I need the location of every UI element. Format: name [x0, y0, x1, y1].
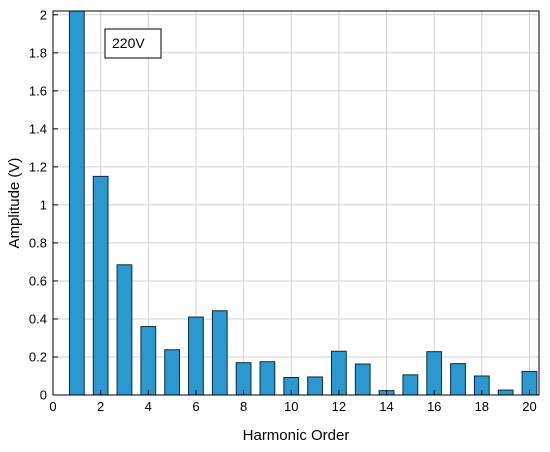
bars	[68, 10, 538, 396]
x-tick-label: 16	[427, 399, 441, 414]
y-tick-label: 1.8	[29, 45, 47, 60]
x-tick-label: 4	[145, 399, 152, 414]
plot-frame	[52, 10, 540, 396]
y-tick-label: 1.2	[29, 159, 47, 174]
bar-harmonic-7	[211, 310, 228, 396]
bar-harmonic-3	[116, 264, 133, 396]
y-tick-label: 1	[40, 197, 47, 212]
x-tick-label: 0	[49, 399, 56, 414]
annotation-frame	[104, 28, 162, 59]
y-tick-label: 0.4	[29, 311, 47, 326]
bar-harmonic-12	[330, 350, 347, 396]
x-tick-label: 8	[240, 399, 247, 414]
x-tick-label: 6	[192, 399, 199, 414]
bar-harmonic-19	[497, 389, 514, 396]
bar-harmonic-15	[402, 374, 419, 396]
bar-harmonic-5	[164, 349, 181, 396]
y-tick-label: 0.8	[29, 235, 47, 250]
y-tick-label: 2	[40, 7, 47, 22]
y-tick-label: 0	[40, 388, 47, 403]
x-axis-label: Harmonic Order	[243, 427, 350, 444]
bar-harmonic-1	[68, 10, 85, 396]
annotation-label: 220V	[112, 35, 145, 51]
bar-harmonic-13	[354, 363, 371, 396]
y-tick-label: 0.6	[29, 273, 47, 288]
bar-harmonic-16	[426, 351, 443, 396]
bar-harmonic-11	[307, 376, 323, 396]
y-axis-label: Amplitude (V)	[6, 158, 23, 249]
bar-harmonic-4	[140, 326, 157, 396]
y-tick-label: 1.6	[29, 83, 47, 98]
x-tick-label: 14	[379, 399, 393, 414]
x-tick-label: 10	[284, 399, 298, 414]
bar-harmonic-2	[92, 175, 109, 396]
x-tick-label: 20	[522, 399, 536, 414]
annotation-box: 220V	[104, 28, 162, 59]
y-tick-label: 1.4	[29, 121, 47, 136]
x-tick-label: 12	[332, 399, 346, 414]
bar-harmonic-17	[450, 363, 466, 396]
ticks: 0 2 4 6 8 10 12 14 16 18 20 0 0.2 0.4 0.6 0.8 1 1.2 1.4 1.6…	[29, 7, 537, 414]
y-tick-label: 0.2	[29, 349, 47, 364]
x-tick-label: 2	[97, 399, 104, 414]
bar-harmonic-6	[188, 316, 204, 396]
bar-harmonic-9	[259, 361, 276, 396]
x-tick-label: 18	[475, 399, 489, 414]
